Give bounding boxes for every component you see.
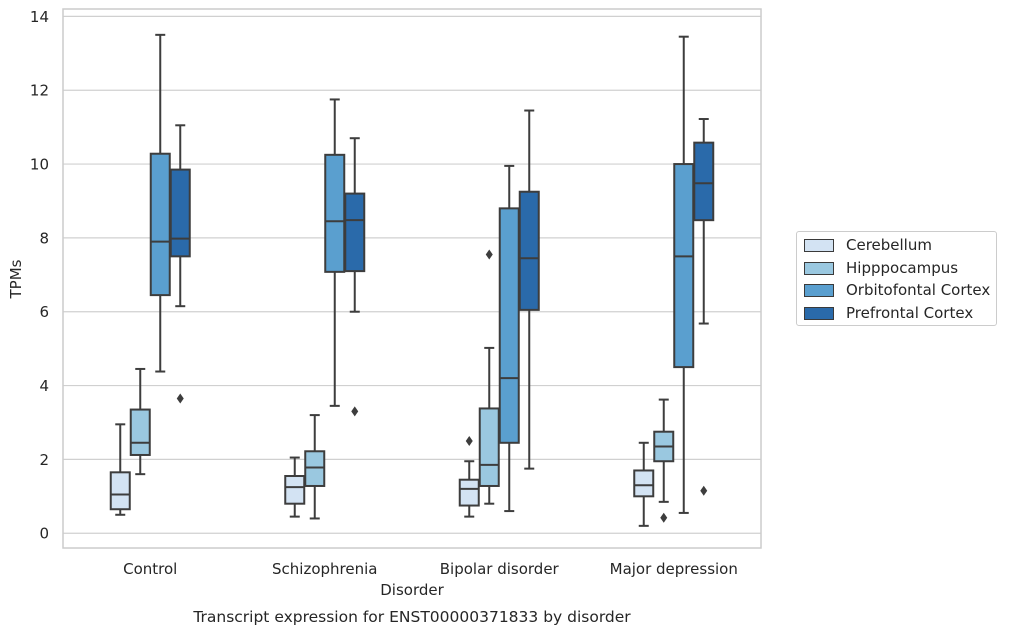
box	[498, 207, 520, 444]
legend-swatch-cerebellum	[804, 238, 834, 252]
box-plot	[633, 441, 655, 527]
box	[109, 471, 131, 511]
legend-label: Hipppocampus	[846, 259, 959, 277]
box	[149, 152, 171, 297]
legend: Cerebellum Hipppocampus Orbitofontal Cor…	[796, 231, 997, 326]
box-plot	[284, 456, 306, 518]
grid-lines	[63, 15, 761, 534]
outlier-point	[351, 406, 359, 417]
x-tick-label: Control	[123, 560, 177, 578]
legend-item-orbitofrontal: Orbitofontal Cortex	[804, 280, 990, 300]
box-plot	[458, 435, 480, 518]
box	[478, 407, 500, 487]
box-plot	[344, 137, 366, 417]
outlier-point	[465, 435, 473, 446]
legend-swatch-prefrontal	[804, 306, 834, 320]
box-plots	[109, 33, 715, 527]
legend-label: Orbitofontal Cortex	[846, 281, 991, 299]
plot-frame	[62, 8, 762, 549]
outlier-point	[485, 249, 493, 260]
legend-label: Cerebellum	[846, 236, 932, 254]
y-axis-label: TPMs	[7, 259, 25, 299]
box	[129, 408, 151, 456]
chart-caption: Transcript expression for ENST0000037183…	[192, 608, 631, 626]
box-plot	[518, 109, 540, 470]
y-tick-label: 0	[39, 525, 49, 543]
y-tick-label: 6	[39, 303, 49, 321]
box-plot	[324, 98, 346, 407]
outlier-point	[660, 512, 668, 523]
y-tick-label: 12	[30, 82, 49, 100]
x-tick-label: Schizophrenia	[272, 560, 377, 578]
box-plot	[693, 118, 715, 496]
box	[673, 163, 695, 369]
box-plot	[109, 423, 131, 516]
x-tick-labels: Control Schizophrenia Bipolar disorder Majo…	[123, 560, 738, 578]
box-plot	[673, 35, 695, 514]
box-plot	[149, 33, 171, 373]
box-plot	[129, 367, 151, 476]
box	[344, 192, 366, 273]
y-tick-label: 14	[30, 8, 49, 26]
box	[304, 450, 326, 487]
legend-item-prefrontal: Prefrontal Cortex	[804, 303, 973, 323]
legend-item-cerebellum: Cerebellum	[804, 235, 932, 255]
box-plot	[498, 164, 520, 513]
legend-label: Prefrontal Cortex	[846, 304, 974, 322]
box	[693, 141, 715, 222]
y-tick-label: 4	[39, 377, 49, 395]
box-plot	[478, 249, 500, 505]
box-plot	[304, 414, 326, 520]
x-axis-label: Disorder	[380, 581, 444, 599]
y-tick-label: 8	[39, 229, 49, 247]
y-tick-labels: 0 2 4 6 8 10 12 14	[30, 8, 49, 543]
box	[324, 153, 346, 273]
outlier-point	[700, 485, 708, 496]
box	[458, 478, 480, 507]
outlier-point	[176, 393, 184, 404]
box	[169, 168, 191, 258]
y-tick-label: 10	[30, 156, 49, 174]
x-tick-label: Bipolar disorder	[440, 560, 560, 578]
box	[518, 190, 540, 311]
box	[284, 475, 306, 505]
box	[633, 469, 655, 498]
y-tick-label: 2	[39, 451, 49, 469]
legend-item-hippocampus: Hipppocampus	[804, 258, 958, 278]
box-plot	[653, 398, 675, 523]
legend-swatch-orbitofrontal	[804, 283, 834, 297]
legend-swatch-hippocampus	[804, 261, 834, 275]
x-tick-label: Major depression	[610, 560, 738, 578]
box-plot	[169, 124, 191, 404]
